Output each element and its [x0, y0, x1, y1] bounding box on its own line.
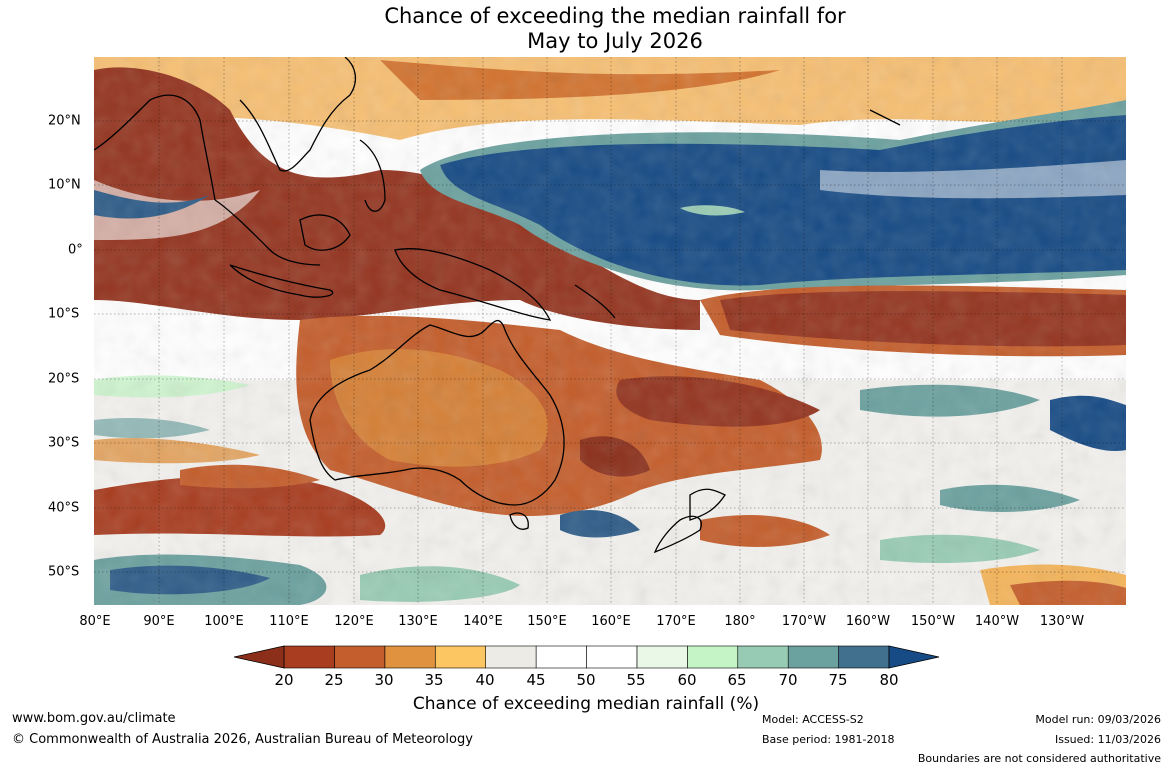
colorbar-segment — [334, 645, 386, 669]
footer-disclaimer: Boundaries are not considered authoritat… — [917, 752, 1161, 765]
colorbar-title: Chance of exceeding median rainfall (%) — [412, 694, 760, 714]
x-tick: 90°E — [143, 614, 175, 629]
colorbar-tick: 25 — [324, 671, 344, 689]
colorbar-tick: 40 — [475, 671, 495, 689]
probability-field — [94, 57, 1126, 605]
x-tick: 130°E — [398, 614, 438, 629]
colorbar-segment — [535, 645, 587, 669]
x-tick: 160°W — [845, 614, 891, 629]
footer-model: Model: ACCESS-S2 — [762, 713, 864, 726]
colorbar-segment — [586, 645, 638, 669]
footer-url[interactable]: www.bom.gov.au/climate — [12, 711, 176, 726]
y-tick: 50°S — [48, 564, 80, 580]
x-tick: 100°E — [204, 614, 244, 629]
colorbar-segment — [636, 645, 688, 669]
x-tick: 110°E — [269, 614, 309, 629]
colorbar-segment — [384, 645, 436, 669]
colorbar-tick: 35 — [424, 671, 444, 689]
map-title-line2: May to July 2026 — [527, 29, 703, 53]
x-tick: 150°E — [527, 614, 567, 629]
colorbar-segment — [787, 645, 839, 669]
x-tick: 170°W — [781, 614, 827, 629]
x-tick: 140°E — [463, 614, 503, 629]
colorbar — [233, 645, 940, 669]
y-tick: 20°S — [48, 371, 80, 387]
colorbar-tick: 80 — [879, 671, 899, 689]
x-tick: 170°E — [656, 614, 696, 629]
footer-issued: Issued: 11/03/2026 — [1054, 733, 1161, 746]
colorbar-tick: 45 — [526, 671, 546, 689]
y-tick: 10°N — [48, 177, 81, 193]
colorbar-tick: 55 — [626, 671, 646, 689]
colorbar-segment — [485, 645, 537, 669]
footer-copyright: © Commonwealth of Australia 2026, Austra… — [12, 732, 473, 747]
map-title-line1: Chance of exceeding the median rainfall … — [384, 4, 846, 28]
colorbar-tick: 60 — [677, 671, 697, 689]
y-tick: 20°N — [48, 113, 81, 129]
footer-model-run: Model run: 09/03/2026 — [1035, 713, 1161, 726]
y-tick: 40°S — [48, 500, 80, 516]
colorbar-tick: 65 — [727, 671, 747, 689]
colorbar-segment — [687, 645, 739, 669]
colorbar-segment — [838, 645, 890, 669]
colorbar-segment — [283, 645, 335, 669]
colorbar-low-arrow — [233, 645, 285, 669]
x-tick: 140°W — [974, 614, 1020, 629]
y-tick: 0° — [68, 242, 83, 258]
colorbar-segment — [737, 645, 789, 669]
colorbar-tick: 75 — [828, 671, 848, 689]
footer-base-period: Base period: 1981-2018 — [762, 733, 895, 746]
map-title: Chance of exceeding the median rainfall … — [0, 4, 1173, 54]
colorbar-high-arrow — [888, 645, 940, 669]
y-tick: 10°S — [48, 306, 80, 322]
x-tick: 120°E — [334, 614, 374, 629]
x-tick: 80°E — [79, 614, 111, 629]
coastlines — [94, 57, 901, 554]
colorbar-tick: 20 — [274, 671, 294, 689]
x-tick: 160°E — [591, 614, 631, 629]
x-tick: 130°W — [1039, 614, 1085, 629]
graticule — [94, 57, 1126, 605]
y-tick: 30°S — [48, 435, 80, 451]
colorbar-tick: 70 — [778, 671, 798, 689]
x-tick: 150°W — [910, 614, 956, 629]
colorbar-segment — [434, 645, 486, 669]
colorbar-tick: 50 — [576, 671, 596, 689]
colorbar-tick: 30 — [374, 671, 394, 689]
x-tick: 180° — [724, 614, 756, 629]
